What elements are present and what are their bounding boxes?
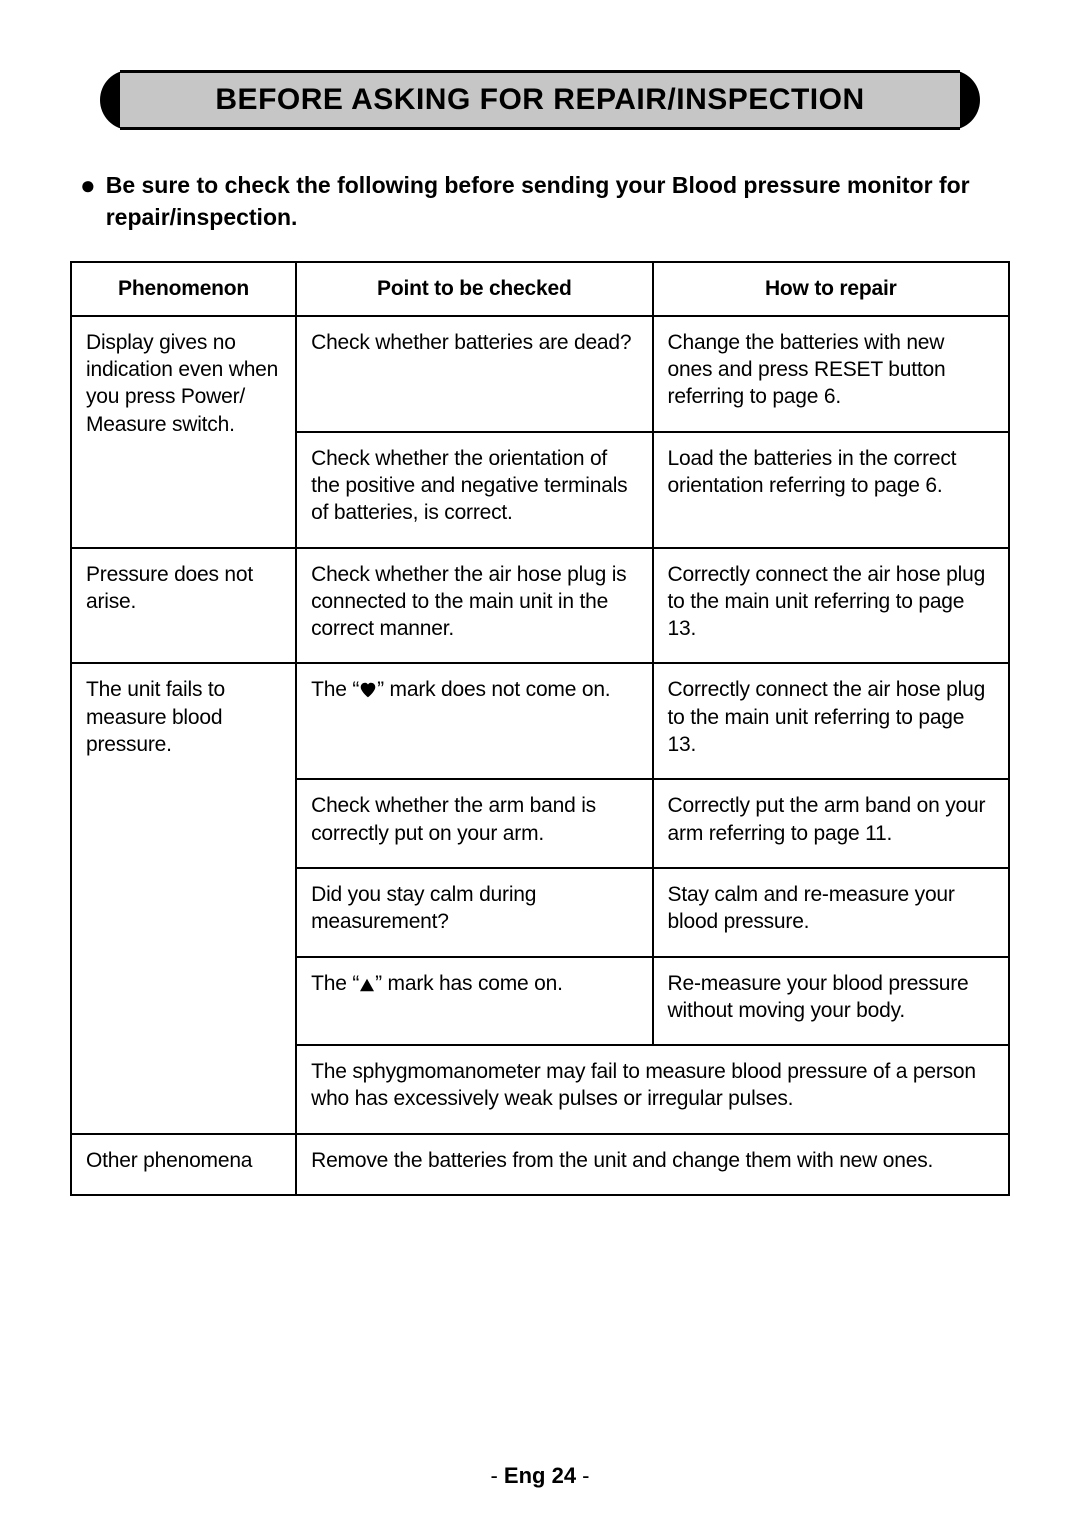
troubleshoot-table: Phenomenon Point to be checked How to re… — [70, 261, 1010, 1196]
heart-icon — [359, 682, 377, 698]
page-label: Eng 24 — [504, 1463, 576, 1488]
table-header-row: Phenomenon Point to be checked How to re… — [71, 262, 1009, 315]
intro-paragraph: ● Be sure to check the following before … — [80, 170, 1000, 233]
cell-point: Check whether the air hose plug is conne… — [296, 548, 652, 664]
th-point: Point to be checked — [296, 262, 652, 315]
section-title: BEFORE ASKING FOR REPAIR/INSPECTION — [215, 83, 864, 117]
cell-note: The sphygmomanometer may fail to measure… — [296, 1045, 1009, 1134]
text-post: ” mark has come on. — [375, 972, 563, 995]
cell-merged: Remove the batteries from the unit and c… — [296, 1134, 1009, 1195]
cell-point: Check whether the orientation of the pos… — [296, 432, 652, 548]
cell-repair: Change the batteries with new ones and p… — [653, 316, 1009, 432]
intro-text: Be sure to check the following before se… — [106, 170, 1000, 233]
cell-point: The “ ” mark has come on. — [296, 957, 652, 1046]
cell-point: The “ ” mark does not come on. — [296, 663, 652, 779]
cell-repair: Correctly connect the air hose plug to t… — [653, 548, 1009, 664]
table-row: The unit fails to measure blood pressure… — [71, 663, 1009, 779]
th-phenomenon: Phenomenon — [71, 262, 296, 315]
triangle-icon — [359, 978, 375, 992]
dash-right: - — [576, 1463, 589, 1488]
cell-repair: Stay calm and re-measure your blood pres… — [653, 868, 1009, 957]
cell-point: Check whether the arm band is correctly … — [296, 779, 652, 868]
dash-left: - — [490, 1463, 503, 1488]
bullet-icon: ● — [80, 170, 96, 201]
cell-point: Check whether batteries are dead? — [296, 316, 652, 432]
page-number: - Eng 24 - — [0, 1463, 1080, 1489]
table-row: Display gives no indication even when yo… — [71, 316, 1009, 432]
cell-point: Did you stay calm during measurement? — [296, 868, 652, 957]
section-header: BEFORE ASKING FOR REPAIR/INSPECTION — [100, 70, 980, 130]
table-row: Pressure does not arise. Check whether t… — [71, 548, 1009, 664]
text-pre: The “ — [311, 678, 359, 701]
header-fill: BEFORE ASKING FOR REPAIR/INSPECTION — [120, 70, 960, 130]
cell-repair: Correctly put the arm band on your arm r… — [653, 779, 1009, 868]
cell-phenomenon: Other phenomena — [71, 1134, 296, 1195]
th-repair: How to repair — [653, 262, 1009, 315]
cell-repair: Re-measure your blood pressure without m… — [653, 957, 1009, 1046]
cell-repair: Correctly connect the air hose plug to t… — [653, 663, 1009, 779]
text-post: ” mark does not come on. — [377, 678, 610, 701]
cell-repair: Load the batteries in the correct orient… — [653, 432, 1009, 548]
manual-page: BEFORE ASKING FOR REPAIR/INSPECTION ● Be… — [0, 0, 1080, 1534]
cell-phenomenon: The unit fails to measure blood pressure… — [71, 663, 296, 1133]
cell-phenomenon: Display gives no indication even when yo… — [71, 316, 296, 548]
text-pre: The “ — [311, 972, 359, 995]
table-row: Other phenomena Remove the batteries fro… — [71, 1134, 1009, 1195]
cell-phenomenon: Pressure does not arise. — [71, 548, 296, 664]
